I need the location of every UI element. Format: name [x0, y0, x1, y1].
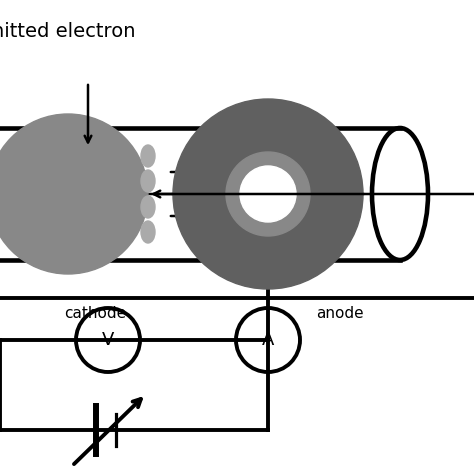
Text: V: V — [102, 331, 114, 349]
Ellipse shape — [141, 170, 155, 192]
Circle shape — [240, 166, 296, 222]
Text: anode: anode — [316, 306, 364, 321]
Circle shape — [226, 152, 310, 236]
Ellipse shape — [141, 145, 155, 167]
Ellipse shape — [141, 196, 155, 218]
Ellipse shape — [141, 221, 155, 243]
Text: A: A — [262, 331, 274, 349]
Circle shape — [0, 114, 148, 274]
Circle shape — [173, 99, 363, 289]
Text: cathode: cathode — [64, 306, 126, 321]
Text: nitted electron: nitted electron — [0, 22, 136, 41]
